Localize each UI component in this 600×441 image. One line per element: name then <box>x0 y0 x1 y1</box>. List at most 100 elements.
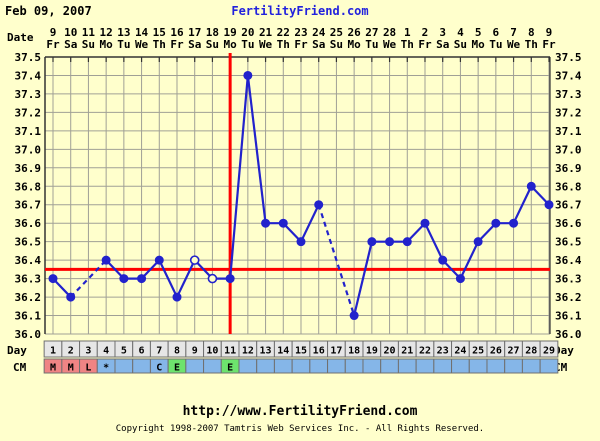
temp-point[interactable] <box>509 218 519 228</box>
temp-point[interactable] <box>154 255 164 265</box>
weekday-label: We <box>259 38 273 51</box>
cm-cell[interactable] <box>486 358 506 374</box>
day-cell-label: 5 <box>121 346 127 357</box>
y-tick-label-left: 36.6 <box>15 217 42 230</box>
date-label: 23 <box>294 26 307 39</box>
cm-cell-label: E <box>227 363 233 374</box>
y-tick-label-right: 37.4 <box>555 69 582 82</box>
date-label: 4 <box>457 26 464 39</box>
cm-cell[interactable] <box>309 358 329 374</box>
day-cell-label: 12 <box>242 346 254 357</box>
day-cell[interactable] <box>539 340 559 358</box>
cm-cell[interactable] <box>397 358 417 374</box>
cm-cell-label: E <box>174 363 180 374</box>
temp-point[interactable] <box>261 218 271 228</box>
weekday-label: Sa <box>64 38 77 51</box>
cm-cell-label: L <box>85 363 91 374</box>
cm-cell[interactable] <box>433 358 453 374</box>
temp-point[interactable] <box>137 274 147 284</box>
site-link[interactable]: FertilityFriend.com <box>231 4 369 18</box>
date-label: 14 <box>135 26 149 39</box>
weekday-label: Th <box>525 38 538 51</box>
weekday-label: Mo <box>224 38 238 51</box>
temp-point[interactable] <box>420 218 430 228</box>
day-cell-label: 13 <box>260 346 272 357</box>
cm-cell[interactable] <box>504 358 523 374</box>
date-label: 9 <box>50 26 57 39</box>
cm-cell[interactable] <box>238 358 258 374</box>
day-cell-label: 25 <box>472 346 484 357</box>
weekday-label: Su <box>330 38 343 51</box>
y-tick-label-right: 36.9 <box>555 162 582 175</box>
date-label: 22 <box>277 26 290 39</box>
temp-line-segment <box>158 259 178 298</box>
y-tick-label-right: 37.5 <box>555 51 582 64</box>
temp-point[interactable] <box>385 237 395 247</box>
temp-point[interactable] <box>402 237 412 247</box>
y-tick-label-right: 36.0 <box>555 328 582 341</box>
cm-cell[interactable] <box>415 358 435 374</box>
day-cell-label: 4 <box>103 346 109 357</box>
weekday-label: We <box>135 38 149 51</box>
date-row-label: Date <box>7 31 34 44</box>
cm-cell[interactable] <box>132 358 151 374</box>
temp-point[interactable] <box>101 255 111 265</box>
date-label: 10 <box>64 26 77 39</box>
temp-point[interactable] <box>349 311 359 321</box>
date-label: 11 <box>82 26 96 39</box>
temp-point[interactable] <box>296 237 306 247</box>
temp-point[interactable] <box>367 237 377 247</box>
temp-point[interactable] <box>526 181 536 191</box>
cm-cell[interactable] <box>344 358 364 374</box>
y-tick-label-left: 36.0 <box>15 328 42 341</box>
day-cell-label: 20 <box>384 346 396 357</box>
temp-point[interactable] <box>48 274 58 284</box>
temp-point[interactable] <box>172 292 182 302</box>
temp-point[interactable] <box>225 274 235 284</box>
cm-cell[interactable] <box>185 358 205 374</box>
day-cell-label: 11 <box>224 346 236 357</box>
temp-point-open[interactable] <box>207 273 218 284</box>
temp-point-open[interactable] <box>189 255 200 265</box>
cm-cell[interactable] <box>114 358 134 374</box>
temp-line-segment <box>317 204 356 316</box>
cm-cell[interactable] <box>362 358 382 374</box>
temp-point[interactable] <box>243 70 253 80</box>
temp-point[interactable] <box>314 200 324 210</box>
cm-cell[interactable] <box>273 358 293 374</box>
y-tick-label-left: 36.4 <box>15 254 42 267</box>
cm-cell[interactable] <box>327 358 346 374</box>
temp-point[interactable] <box>278 218 288 228</box>
cm-cell[interactable] <box>203 358 222 374</box>
weekday-label: Tu <box>117 38 130 51</box>
cm-cell[interactable] <box>451 358 470 374</box>
y-tick-label-left: 37.3 <box>15 88 42 101</box>
temp-point[interactable] <box>544 200 554 210</box>
y-tick-label-left: 36.5 <box>15 236 42 249</box>
date-label: 17 <box>188 26 201 39</box>
temp-point[interactable] <box>455 274 465 284</box>
cm-cell[interactable] <box>539 358 559 374</box>
day-cell-label: 21 <box>401 346 413 357</box>
temp-point[interactable] <box>119 274 129 284</box>
cm-cell[interactable] <box>468 358 488 374</box>
temp-point[interactable] <box>491 218 501 228</box>
weekday-label: Tu <box>489 38 502 51</box>
temp-point[interactable] <box>438 255 448 265</box>
date-label: 1 <box>404 26 411 39</box>
y-tick-label-left: 36.7 <box>15 199 42 212</box>
temp-line-segment <box>512 185 533 224</box>
cm-cell[interactable] <box>291 358 311 374</box>
temp-line-segment <box>459 241 480 280</box>
day-cell-label: 26 <box>490 346 502 357</box>
date-label: 2 <box>422 26 429 39</box>
date-label: 20 <box>241 26 254 39</box>
cm-cell[interactable] <box>256 358 275 374</box>
day-cell-label: 27 <box>508 346 520 357</box>
temp-point[interactable] <box>66 292 76 302</box>
cm-cell[interactable] <box>521 358 541 374</box>
cm-cell[interactable] <box>380 358 399 374</box>
date-label: 21 <box>259 26 273 39</box>
temp-point[interactable] <box>473 237 483 247</box>
